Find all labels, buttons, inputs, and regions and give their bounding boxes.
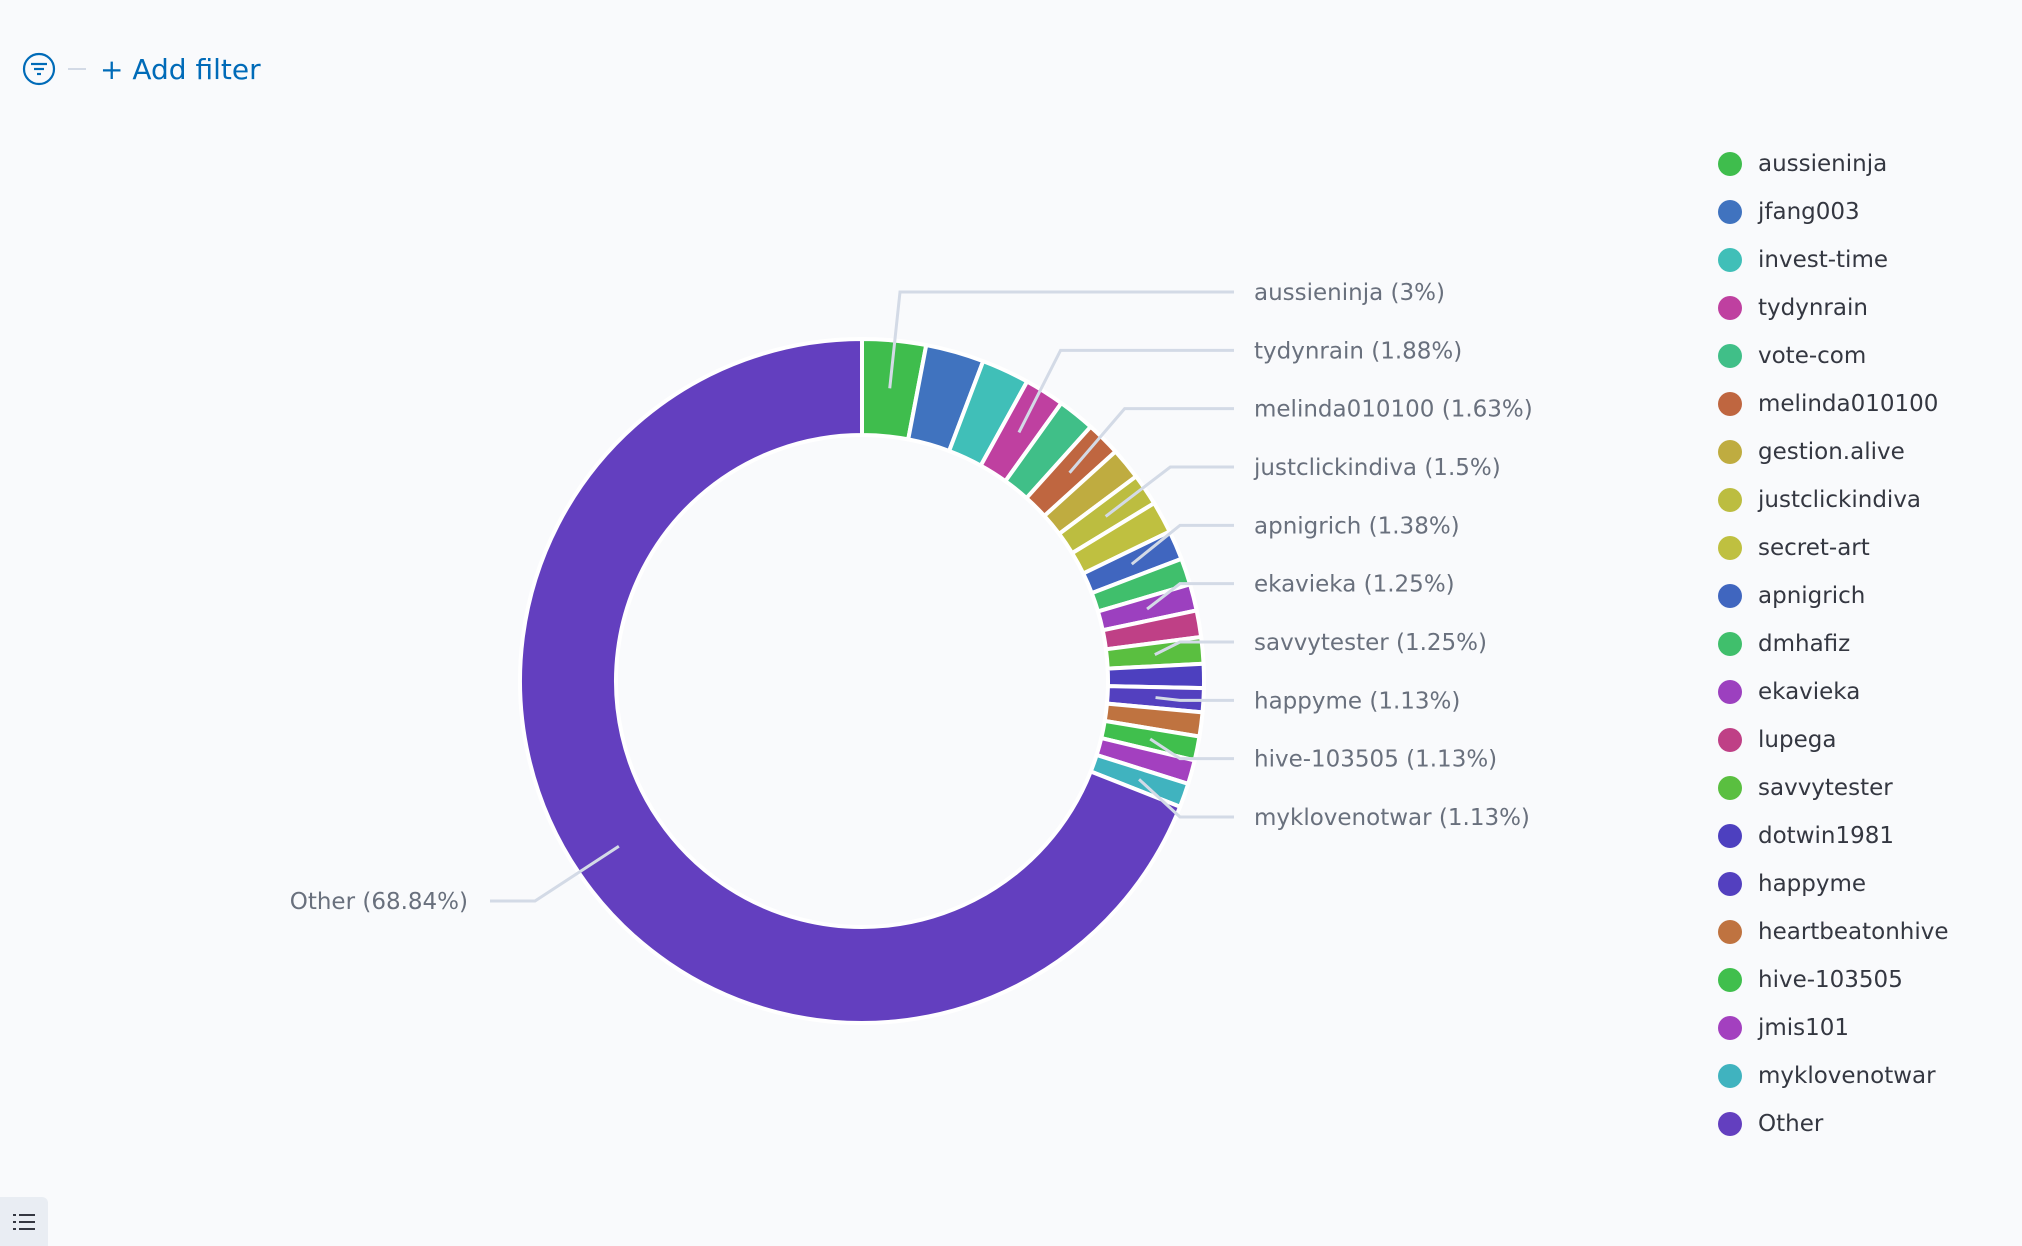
legend-item[interactable]: gestion.alive [1718, 428, 1949, 476]
legend-item[interactable]: dmhafiz [1718, 620, 1949, 668]
leader-line [1154, 640, 1234, 656]
legend-color-dot-icon [1718, 776, 1742, 800]
filter-bar: + Add filter [22, 52, 261, 86]
legend-color-dot-icon [1718, 872, 1742, 896]
toggle-legend-button[interactable] [0, 1197, 48, 1246]
legend-item[interactable]: hive-103505 [1718, 956, 1949, 1004]
slice-label: tydynrain (1.88%) [1254, 338, 1462, 364]
legend-item[interactable]: melinda010100 [1718, 380, 1949, 428]
legend-color-dot-icon [1718, 440, 1742, 464]
legend-label: secret-art [1758, 535, 1870, 561]
filter-options-icon[interactable] [22, 52, 56, 86]
leader-line [1068, 407, 1234, 474]
legend-color-dot-icon [1718, 920, 1742, 944]
legend-label: gestion.alive [1758, 439, 1905, 465]
legend-item[interactable]: happyme [1718, 860, 1949, 908]
legend-item[interactable]: myklovenotwar [1718, 1052, 1949, 1100]
legend-color-dot-icon [1718, 488, 1742, 512]
legend-item[interactable]: dotwin1981 [1718, 812, 1949, 860]
slice-label: ekavieka (1.25%) [1254, 572, 1455, 598]
list-icon [13, 1213, 35, 1230]
slice-other[interactable] [518, 336, 1183, 1025]
legend-item[interactable]: Other [1718, 1100, 1949, 1148]
leader-line [1017, 348, 1234, 434]
legend-color-dot-icon [1718, 1112, 1742, 1136]
legend-color-dot-icon [1718, 200, 1742, 224]
legend-color-dot-icon [1718, 728, 1742, 752]
legend-label: apnigrich [1758, 583, 1866, 609]
legend-color-dot-icon [1718, 632, 1742, 656]
legend-label: happyme [1758, 871, 1867, 897]
slice-label: Other (68.84%) [290, 889, 468, 915]
slice-label: happyme (1.13%) [1254, 688, 1460, 714]
legend-color-dot-icon [1718, 296, 1742, 320]
legend-label: heartbeatonhive [1758, 919, 1949, 945]
legend-label: ekavieka [1758, 679, 1861, 705]
legend-label: Other [1758, 1111, 1824, 1137]
legend-item[interactable]: secret-art [1718, 524, 1949, 572]
legend-label: dmhafiz [1758, 631, 1851, 657]
legend-color-dot-icon [1718, 584, 1742, 608]
leader-line [1138, 778, 1234, 819]
legend-item[interactable]: heartbeatonhive [1718, 908, 1949, 956]
legend-label: vote-com [1758, 343, 1867, 369]
legend-label: justclickindiva [1758, 487, 1922, 513]
leader-line [1149, 737, 1234, 761]
legend-color-dot-icon [1718, 344, 1742, 368]
legend-label: lupega [1758, 727, 1837, 753]
legend-label: myklovenotwar [1758, 1063, 1936, 1089]
leader-line [490, 845, 620, 903]
leader-line [1155, 696, 1234, 702]
legend-color-dot-icon [1718, 968, 1742, 992]
leader-line [888, 290, 1234, 389]
legend-label: jmis101 [1758, 1015, 1850, 1041]
legend-item[interactable]: tydynrain [1718, 284, 1949, 332]
leader-line [1146, 582, 1234, 611]
legend-item[interactable]: aussieninja [1718, 140, 1949, 188]
add-filter-button[interactable]: + Add filter [100, 52, 261, 86]
legend-label: jfang003 [1758, 199, 1860, 225]
legend-label: dotwin1981 [1758, 823, 1895, 849]
legend-color-dot-icon [1718, 392, 1742, 416]
leader-line [1130, 523, 1234, 566]
chart-legend: aussieninja jfang003 invest-time tydynrain v… [1718, 140, 1949, 1148]
donut-chart: aussieninja (3%) tydynrain (1.88%) melinda… [290, 280, 1533, 1025]
legend-item[interactable]: justclickindiva [1718, 476, 1949, 524]
slice-label: myklovenotwar (1.13%) [1254, 805, 1530, 831]
legend-color-dot-icon [1718, 1064, 1742, 1088]
legend-item[interactable]: vote-com [1718, 332, 1949, 380]
slice-label: hive-103505 (1.13%) [1254, 747, 1497, 773]
legend-label: tydynrain [1758, 295, 1868, 321]
legend-item[interactable]: jmis101 [1718, 1004, 1949, 1052]
legend-item[interactable]: ekavieka [1718, 668, 1949, 716]
legend-color-dot-icon [1718, 536, 1742, 560]
legend-item[interactable]: apnigrich [1718, 572, 1949, 620]
legend-item[interactable]: invest-time [1718, 236, 1949, 284]
slice-label: justclickindiva (1.5%) [1253, 455, 1501, 481]
legend-item[interactable]: savvytester [1718, 764, 1949, 812]
legend-item[interactable]: lupega [1718, 716, 1949, 764]
legend-color-dot-icon [1718, 680, 1742, 704]
legend-color-dot-icon [1718, 1016, 1742, 1040]
slice-label: melinda010100 (1.63%) [1254, 397, 1533, 423]
slice-label: apnigrich (1.38%) [1254, 513, 1460, 539]
slice-label: savvytester (1.25%) [1254, 630, 1487, 656]
legend-label: savvytester [1758, 775, 1893, 801]
slice-label: aussieninja (3%) [1254, 280, 1445, 306]
legend-color-dot-icon [1718, 248, 1742, 272]
leader-line [1104, 465, 1234, 518]
legend-color-dot-icon [1718, 824, 1742, 848]
legend-label: invest-time [1758, 247, 1888, 273]
legend-label: aussieninja [1758, 151, 1888, 177]
legend-label: hive-103505 [1758, 967, 1903, 993]
legend-color-dot-icon [1718, 152, 1742, 176]
legend-item[interactable]: jfang003 [1718, 188, 1949, 236]
divider [68, 68, 86, 70]
legend-label: melinda010100 [1758, 391, 1939, 417]
